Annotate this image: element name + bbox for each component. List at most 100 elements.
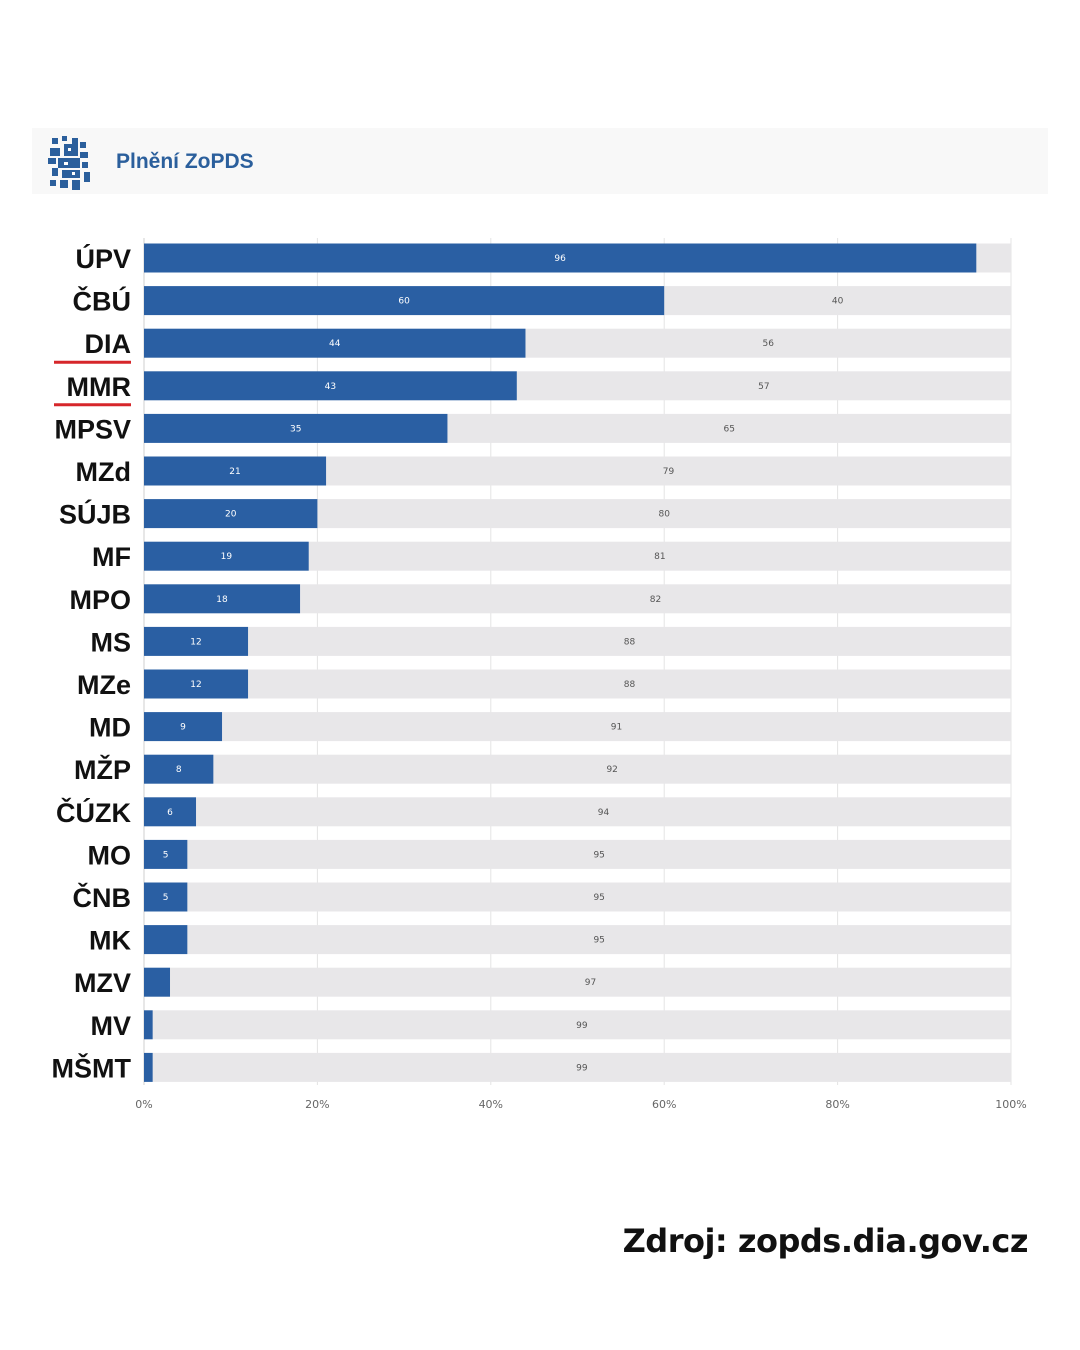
- x-tick-label: 80%: [825, 1098, 849, 1111]
- remainder-label: 56: [763, 339, 775, 349]
- remainder-label: 80: [658, 510, 670, 520]
- x-tick-label: 100%: [995, 1098, 1026, 1111]
- value-bar: [144, 243, 977, 273]
- value-label: 6: [167, 808, 173, 818]
- category-label: ČÚZK: [56, 797, 131, 828]
- category-label: MO: [88, 840, 132, 870]
- value-bar: [144, 413, 448, 443]
- x-axis-ticks: 0% 20% 40% 60% 80% 100%: [135, 1098, 1026, 1111]
- category-label: MD: [89, 713, 131, 743]
- value-label: 20: [225, 510, 237, 520]
- value-bar: [144, 541, 309, 571]
- value-label: 19: [221, 552, 233, 562]
- remainder-label: 92: [606, 765, 617, 775]
- category-label: MF: [92, 542, 131, 572]
- remainder-bar: [326, 456, 1011, 486]
- remainder-bar: [248, 669, 1012, 699]
- grid-lines: [143, 238, 1012, 1085]
- remainder-bar: [300, 584, 1011, 614]
- remainder-bar: [187, 839, 1012, 869]
- value-bar: [144, 371, 517, 401]
- remainder-label: 40: [832, 297, 844, 307]
- value-label: 9: [180, 723, 186, 733]
- value-label: 5: [163, 850, 169, 860]
- category-label: MK: [89, 926, 131, 956]
- category-labels: ÚPV ČBÚ DIA MMR MPSV MZd SÚJB MF MPO MS MZe MD MŽP ČÚ…: [52, 243, 132, 1083]
- category-label: MPSV: [54, 414, 131, 444]
- value-bar: [144, 499, 318, 529]
- category-label: DIA: [85, 329, 132, 359]
- value-label: 5: [163, 893, 169, 903]
- value-label: 21: [229, 467, 240, 477]
- value-bar: [144, 1010, 153, 1040]
- remainder-label: 79: [663, 467, 675, 477]
- value-bar: [144, 626, 249, 656]
- category-label: MŠMT: [52, 1052, 132, 1083]
- remainder-bar: [187, 882, 1012, 912]
- value-bar: [144, 925, 188, 955]
- remainder-label: 81: [654, 552, 665, 562]
- category-label: SÚJB: [59, 499, 131, 530]
- chart-header: Plnění ZoPDS: [32, 128, 1048, 194]
- remainder-bar: [516, 371, 1011, 401]
- value-bar: [144, 712, 223, 742]
- remainder-label: 88: [624, 680, 636, 690]
- remainder-bar: [308, 541, 1012, 571]
- remainder-label: 65: [723, 424, 734, 434]
- remainder-bar: [196, 797, 1011, 827]
- x-tick-label: 0%: [135, 1098, 152, 1111]
- remainder-bar: [187, 925, 1012, 955]
- value-bar: [144, 1052, 153, 1082]
- value-bar: [144, 797, 197, 827]
- remainder-bar: [152, 1052, 1012, 1082]
- value-bar: [144, 669, 249, 699]
- remainder-bar: [447, 413, 1011, 443]
- value-bar: [144, 456, 327, 486]
- category-label: MMR: [67, 372, 131, 402]
- value-label: 8: [176, 765, 182, 775]
- x-tick-label: 40%: [479, 1098, 503, 1111]
- value-bar: [144, 328, 526, 358]
- remainder-label: 99: [576, 1021, 588, 1031]
- remainder-label: 82: [650, 595, 661, 605]
- remainder-label: 91: [611, 723, 622, 733]
- value-bar: [144, 839, 188, 869]
- remainder-bar: [317, 499, 1011, 529]
- remainder-bar: [976, 243, 1011, 273]
- value-label: 60: [398, 297, 410, 307]
- value-label: 18: [216, 595, 228, 605]
- remainder-bar: [664, 286, 1011, 316]
- x-tick-label: 20%: [305, 1098, 329, 1111]
- value-label: 44: [329, 339, 341, 349]
- category-label: MZe: [77, 670, 131, 700]
- category-label: MV: [91, 1011, 132, 1041]
- value-label: 96: [554, 254, 566, 264]
- remainder-bar: [222, 712, 1011, 742]
- category-label: ČNB: [73, 882, 132, 913]
- category-label: MPO: [69, 585, 131, 615]
- value-label: 35: [290, 424, 301, 434]
- remainder-bar: [525, 328, 1011, 358]
- remainder-bar: [213, 754, 1012, 784]
- value-bar: [144, 882, 188, 912]
- x-tick-label: 60%: [652, 1098, 676, 1111]
- remainder-label: 95: [593, 893, 604, 903]
- remainder-label: 97: [585, 978, 596, 988]
- lion-emblem-icon: [48, 136, 90, 190]
- source-caption: Zdroj: zopds.dia.gov.cz: [622, 1222, 1029, 1260]
- value-bar: [144, 967, 171, 997]
- category-label: ÚPV: [75, 243, 131, 274]
- value-label: 12: [190, 637, 201, 647]
- remainder-bar: [170, 967, 1011, 997]
- value-label: 12: [190, 680, 201, 690]
- category-label: MS: [91, 627, 132, 657]
- category-label: ČBÚ: [73, 286, 132, 317]
- category-label: MZd: [76, 457, 131, 487]
- remainder-label: 99: [576, 1063, 588, 1073]
- remainder-bar: [248, 626, 1012, 656]
- value-bar: [144, 754, 214, 784]
- remainder-label: 94: [598, 808, 610, 818]
